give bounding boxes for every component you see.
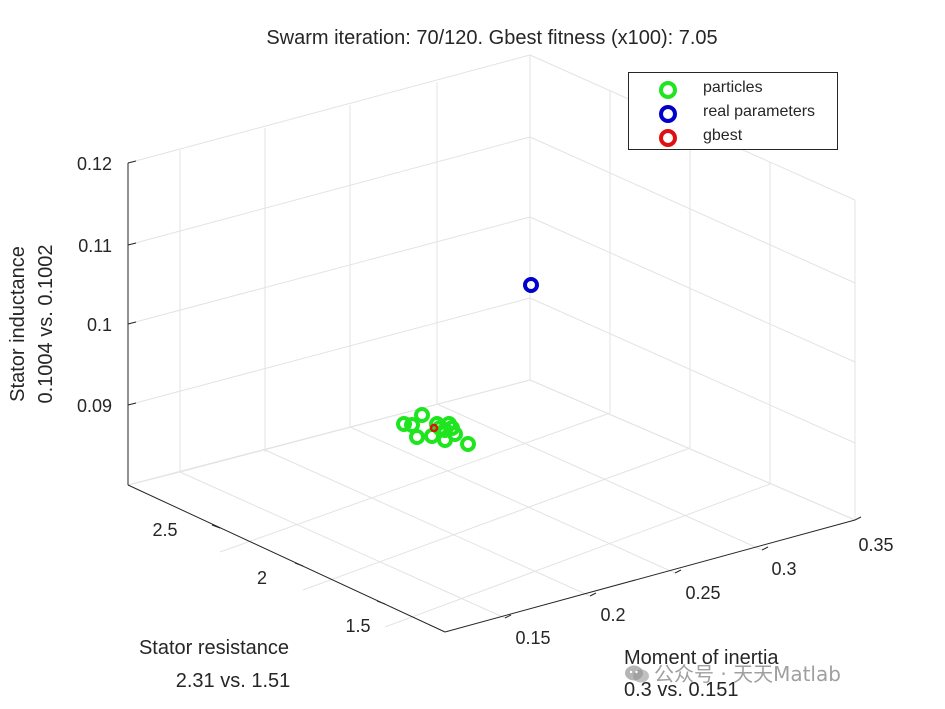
x-tick-mark	[674, 569, 682, 574]
y-tick-label: 1.5	[345, 616, 370, 636]
legend-item-gbest: gbest	[629, 125, 837, 149]
legend-item-particles: particles	[629, 77, 837, 101]
z-tick-mark	[127, 160, 137, 164]
y-tick-label: 2	[257, 568, 267, 588]
z-tick-mark	[127, 402, 137, 406]
wechat-icon	[625, 665, 649, 683]
y-tick-mark	[376, 600, 386, 605]
gbest-marker-icon	[659, 129, 677, 147]
legend-label-real-parameters: real parameters	[703, 103, 816, 120]
x-tick-label: 0.3	[771, 559, 796, 579]
gbest-marker	[429, 423, 439, 433]
particles-marker-icon	[659, 81, 677, 99]
legend-label-particles: particles	[703, 79, 763, 96]
x-tick-label: 0.15	[515, 628, 550, 648]
y-tick-mark	[294, 562, 304, 567]
z-tick-label: 0.09	[77, 396, 112, 416]
legend-label-gbest: gbest	[703, 127, 743, 144]
particle-marker	[396, 416, 412, 432]
z-ticks: 0.09 0.1 0.11 0.12	[77, 154, 137, 416]
z-tick-label: 0.11	[78, 236, 112, 256]
axes-lines	[127, 163, 856, 633]
x-tick-mark	[589, 592, 597, 597]
grid-lines	[127, 54, 856, 628]
z-axis-label-group: Stator inductance 0.1004 vs. 0.1002	[7, 244, 57, 403]
watermark: 公众号 · 天天Matlab	[624, 658, 841, 687]
particle-marker	[460, 436, 476, 452]
x-axis-label: Moment of inertia	[624, 647, 779, 669]
y-axis-label: Stator resistance	[139, 637, 289, 659]
x-ticks: 0.15 0.2 0.25 0.3 0.35	[504, 516, 894, 648]
markers	[396, 277, 539, 452]
y-ticks: 1.5 2 2.5	[152, 520, 386, 636]
x-tick-label: 0.35	[858, 535, 893, 555]
x-tick-label: 0.2	[600, 605, 625, 625]
y-axis-line	[127, 484, 446, 633]
z-tick-label: 0.1	[87, 315, 112, 335]
x-axis-sublabel: 0.3 vs. 0.151	[624, 679, 739, 701]
x-tick-label: 0.25	[685, 583, 720, 603]
legend: particles real parameters gbest	[628, 72, 838, 150]
particle-marker	[404, 417, 420, 433]
chart-title: Swarm iteration: 70/120. Gbest fitness (…	[266, 27, 717, 49]
z-axis-label: Stator inductance	[7, 246, 29, 402]
z-tick-mark	[127, 242, 137, 246]
particle-marker	[441, 416, 457, 432]
x-axis-line	[444, 519, 856, 633]
y-axis-sublabel: 2.31 vs. 1.51	[176, 670, 291, 692]
real-parameters-marker-icon	[659, 105, 677, 123]
x-tick-mark	[854, 516, 862, 521]
watermark-text: 公众号 · 天天Matlab	[654, 662, 841, 686]
z-tick-mark	[127, 321, 137, 325]
legend-item-real-parameters: real parameters	[629, 101, 837, 125]
z-axis-sublabel: 0.1004 vs. 0.1002	[35, 244, 57, 403]
particle-marker	[414, 407, 430, 423]
x-tick-mark	[504, 614, 512, 619]
real-parameters-marker	[523, 277, 539, 293]
x-tick-mark	[761, 546, 769, 551]
y-tick-mark	[211, 524, 221, 529]
z-tick-label: 0.12	[77, 154, 112, 174]
y-tick-label: 2.5	[152, 520, 177, 540]
